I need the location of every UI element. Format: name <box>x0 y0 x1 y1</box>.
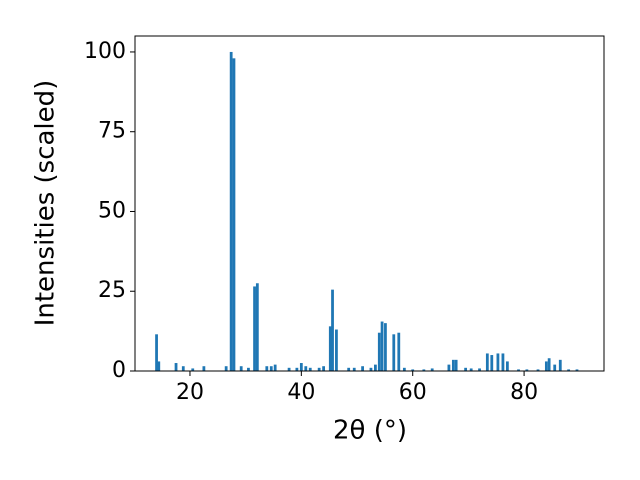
bar <box>544 361 548 371</box>
bar <box>464 367 468 371</box>
bar <box>451 359 455 371</box>
bar <box>299 363 303 371</box>
bar <box>331 289 334 371</box>
bar <box>525 369 529 371</box>
bar <box>265 366 269 371</box>
bar <box>402 367 406 371</box>
bar <box>229 51 233 371</box>
bar <box>317 367 321 371</box>
bar <box>369 367 373 371</box>
x-tick-label: 20 <box>176 380 204 405</box>
bar <box>269 366 273 371</box>
bar <box>224 366 228 371</box>
x-tick-label: 40 <box>287 380 315 405</box>
bar <box>202 366 206 371</box>
bar <box>469 368 473 371</box>
bars <box>155 51 579 371</box>
bar <box>377 332 381 371</box>
bar <box>547 358 551 371</box>
bar <box>558 359 562 371</box>
bar <box>430 368 434 371</box>
bar <box>347 367 351 371</box>
bar <box>553 364 557 371</box>
bar <box>287 367 291 371</box>
bar <box>322 366 326 371</box>
bar <box>328 326 332 371</box>
bar <box>273 364 277 371</box>
bar <box>501 353 505 371</box>
bar <box>496 353 500 371</box>
bar <box>247 367 250 371</box>
bar <box>411 369 415 371</box>
bar <box>352 367 356 371</box>
y-tick-label: 25 <box>98 278 126 303</box>
bar <box>380 321 384 371</box>
bar <box>361 366 364 371</box>
axes-frame <box>134 35 605 372</box>
x-tick-label: 80 <box>510 380 538 405</box>
bar <box>447 364 451 371</box>
bar <box>304 366 308 371</box>
bar <box>490 355 494 371</box>
y-tick-label: 100 <box>84 39 126 64</box>
bar <box>239 366 243 371</box>
bar <box>392 334 396 371</box>
bar <box>397 332 401 371</box>
y-axis-label: Intensities (scaled) <box>31 80 61 327</box>
bar <box>308 367 312 371</box>
bar <box>478 368 481 371</box>
bar <box>232 58 236 371</box>
bar <box>485 353 489 371</box>
y-tick-label: 50 <box>98 198 126 223</box>
bar <box>454 359 458 371</box>
y-tick-label: 75 <box>98 119 126 144</box>
bar <box>255 283 259 371</box>
y-tick-label: 0 <box>112 358 126 383</box>
bar <box>567 369 571 371</box>
bar <box>155 334 158 371</box>
bar <box>517 369 520 371</box>
bar <box>422 369 426 371</box>
bar <box>384 323 387 371</box>
bar <box>505 361 509 371</box>
bar <box>174 363 178 371</box>
bar <box>295 367 299 371</box>
bar <box>374 364 377 371</box>
bar <box>335 329 338 371</box>
bar <box>191 368 195 371</box>
x-axis-label: 2θ (°) <box>333 416 407 446</box>
x-tick-label: 60 <box>399 380 427 405</box>
bar <box>181 366 185 371</box>
bar <box>536 369 540 371</box>
bar <box>575 369 579 371</box>
bar <box>253 286 256 371</box>
bar <box>157 361 161 371</box>
